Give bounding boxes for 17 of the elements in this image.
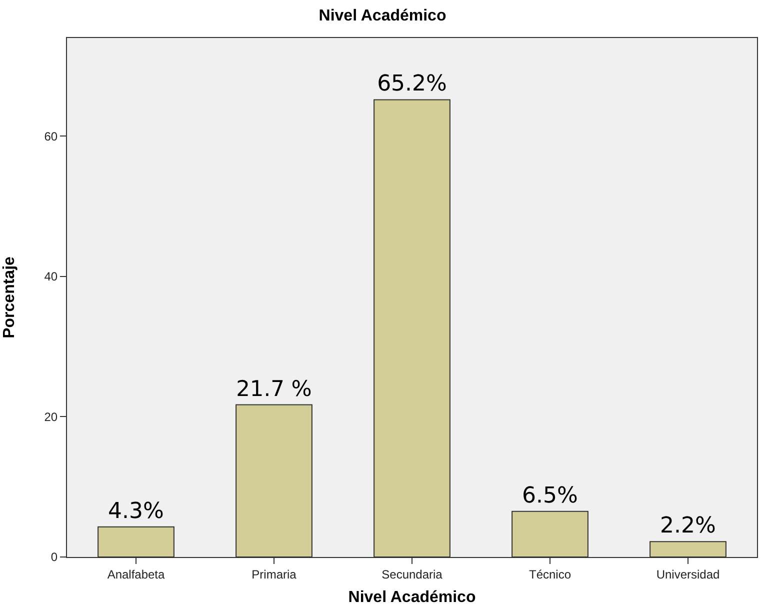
- x-tick-label: Técnico: [528, 567, 572, 582]
- data-label: 2.2%: [660, 514, 716, 539]
- data-label: 65.2%: [377, 72, 447, 97]
- x-tick-label: Primaria: [252, 567, 297, 582]
- x-tick-label: Secundaria: [382, 567, 443, 582]
- data-label: 21.7 %: [236, 376, 312, 402]
- y-tick-label: 40: [44, 270, 58, 284]
- x-tick-label: Analfabeta: [107, 567, 166, 582]
- data-label: 4.3%: [108, 498, 164, 524]
- y-tick-label: 0: [50, 550, 58, 564]
- chart-title: Nivel Académico: [318, 7, 446, 24]
- data-label: 6.5%: [522, 483, 578, 508]
- y-tick-label: 20: [44, 410, 58, 424]
- x-tick-label: Universidad: [656, 567, 720, 582]
- x-axis-title: Nivel Académico: [348, 589, 476, 606]
- y-tick-label: 60: [44, 129, 58, 144]
- y-axis-title: Porcentaje: [1, 256, 18, 338]
